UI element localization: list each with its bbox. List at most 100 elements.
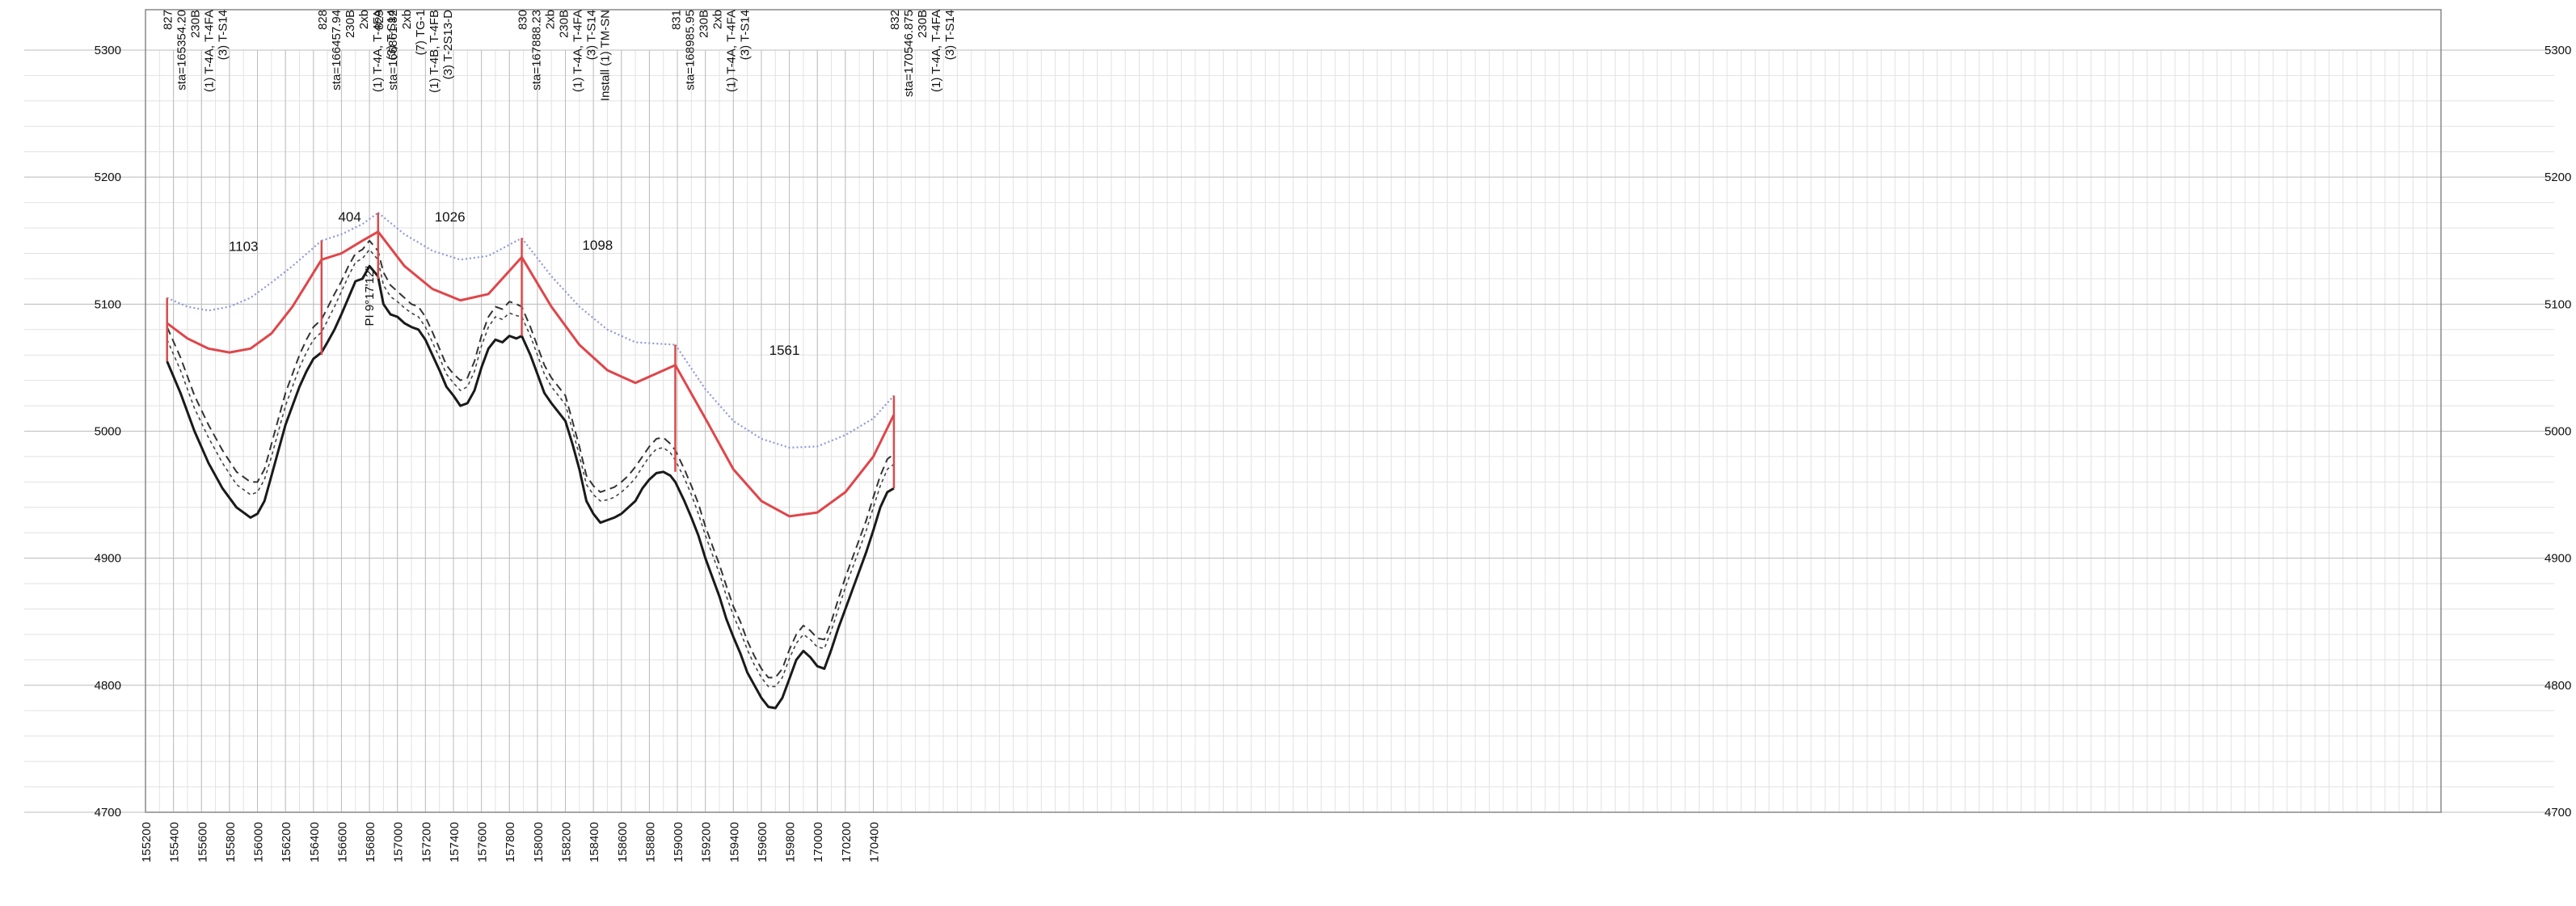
y-tick-label-left: 4800 (95, 679, 121, 693)
structure-label-line: 2xb (357, 10, 371, 29)
series-dotted-line (166, 248, 895, 688)
series-clearance-line (377, 212, 523, 261)
x-tick-label: 158400 (588, 822, 601, 862)
series-conductor-line (377, 230, 523, 302)
x-tick-label: 155200 (140, 822, 154, 862)
series-ground-line (166, 264, 895, 710)
series-layer (166, 212, 896, 710)
structure-label-line: 2xb (710, 10, 724, 29)
span-length-label: 1026 (435, 209, 466, 225)
x-tick-label: 156000 (252, 822, 266, 862)
y-tick-label-right: 4900 (2544, 552, 2571, 566)
series-clearance-line (167, 239, 323, 312)
structure-label-line: 230B (697, 10, 710, 38)
y-tick-label-left: 4900 (95, 552, 121, 566)
series-conductor-line (521, 256, 677, 385)
x-tick-label: 170000 (812, 822, 825, 862)
span-length-label: 1561 (769, 343, 800, 358)
structure-label-line: sta=167888.23 (530, 10, 544, 91)
x-axis: 155200 155400 155600 155800 156000 156200 1564… (140, 822, 881, 862)
y-tick-label-right: 4700 (2544, 806, 2571, 820)
structure-label-line: (1) T-4A, T-4FA (571, 10, 585, 92)
x-tick-label: 158600 (616, 822, 630, 862)
x-tick-label: 157600 (476, 822, 490, 862)
structure-label-line: (3) T-S14 (943, 10, 957, 60)
structure-label-line: 2xb (400, 10, 414, 29)
x-tick-label: 156800 (364, 822, 377, 862)
series-conductor-line (321, 230, 379, 261)
x-tick-label: 159400 (727, 822, 741, 862)
structure-label-line: sta=166457.94 (330, 10, 344, 91)
x-tick-label: 155400 (168, 822, 182, 862)
x-tick-label: 158800 (643, 822, 657, 862)
structure-label-line: (1) T-4A, T-4FA (203, 10, 217, 92)
y-tick-label-left: 5200 (95, 171, 121, 184)
x-tick-label: 157400 (448, 822, 462, 862)
x-tick-label: 155800 (224, 822, 238, 862)
structure-label-line: (3) T-S14 (585, 10, 599, 60)
structure-label-line: sta=165354.20 (175, 10, 189, 91)
structure-label-line: sta=170546.875 (902, 10, 916, 97)
x-tick-label: 159800 (784, 822, 798, 862)
structure-label-line: 829 (373, 10, 386, 30)
pi-angle-label: PI 9°17'12" (363, 266, 377, 326)
structure-label-line: (3) T-S14 (385, 10, 398, 60)
x-tick-label: 157000 (392, 822, 406, 862)
series-clearance-line (674, 343, 895, 449)
structure-label-line: 831 (669, 10, 683, 30)
series-conductor-line (674, 365, 896, 518)
x-tick-label: 157200 (419, 822, 433, 862)
y-tick-label-right: 4800 (2544, 679, 2571, 693)
x-tick-label: 155600 (196, 822, 209, 862)
structure-label-line: sta=168985.95 (683, 10, 697, 91)
x-tick-label: 156600 (335, 822, 349, 862)
structure-label-line: (3) T-S14 (738, 10, 752, 60)
label-layer: 1103 404 1026 1098 1561 PI 9°17'12" (229, 209, 800, 358)
x-tick-label: 170400 (867, 822, 881, 862)
plot-frame (145, 9, 2442, 813)
series-conductor-line (166, 259, 323, 354)
x-tick-label: 159000 (672, 822, 685, 862)
y-tick-label-right: 5300 (2544, 44, 2571, 57)
y-tick-label-left: 5300 (95, 44, 121, 57)
y-tick-label-left: 4700 (95, 806, 121, 820)
structure-label-line: (3) T-2S13-D (441, 10, 455, 80)
grid (24, 9, 2554, 813)
y-tick-label-right: 5100 (2544, 297, 2571, 311)
series-dashed-line (166, 239, 895, 679)
structure-label-line: 230B (344, 10, 357, 38)
x-tick-label: 157800 (504, 822, 517, 862)
structure-label-line: Install (1) TM-SN (599, 10, 613, 101)
x-tick-label: 170200 (840, 822, 854, 862)
y-tick-label-right: 5000 (2544, 425, 2571, 439)
structure-label-line: (1) T-4B, T-4FB (428, 10, 441, 93)
structure-label-line: sta=166861.82 (386, 10, 400, 91)
series-clearance-line (521, 237, 676, 346)
x-tick-label: 159200 (700, 822, 714, 862)
structure-label-line: (1) T-4A, T-4FA (724, 10, 738, 92)
span-length-label: 404 (338, 209, 360, 225)
y-axis-right: 4700 4800 4900 5000 5100 5200 5300 (2544, 44, 2571, 820)
x-tick-label: 158200 (560, 822, 574, 862)
x-tick-label: 159600 (756, 822, 769, 862)
structure-label-line: 828 (316, 10, 330, 30)
y-tick-label-right: 5200 (2544, 171, 2571, 184)
y-axis-left: 4700 4800 4900 5000 5100 5200 5300 (95, 44, 121, 820)
series-clearance-line (321, 212, 379, 242)
y-tick-label-left: 5000 (95, 425, 121, 439)
structure-label-line: 830 (516, 10, 530, 30)
span-length-label: 1098 (582, 238, 613, 253)
span-length-label: 1103 (229, 238, 259, 254)
structure-label-line: (7) TG-1 (414, 10, 428, 55)
structure-label-line: 230B (558, 10, 571, 38)
structure-label-line: 230B (189, 10, 203, 38)
structure-label-line: (1) T-4A, T-4FA (930, 10, 943, 92)
structure-layer: 827 sta=165354.20 230B (1) T-4A, T-4FA (3) T… (162, 10, 957, 489)
structure-label-line: 832 (888, 10, 902, 30)
x-tick-label: 156400 (308, 822, 322, 862)
x-tick-label: 156200 (280, 822, 293, 862)
y-tick-label-left: 5100 (95, 297, 121, 311)
structure-label-line: (1) T-4A, T-4FA (371, 10, 385, 92)
